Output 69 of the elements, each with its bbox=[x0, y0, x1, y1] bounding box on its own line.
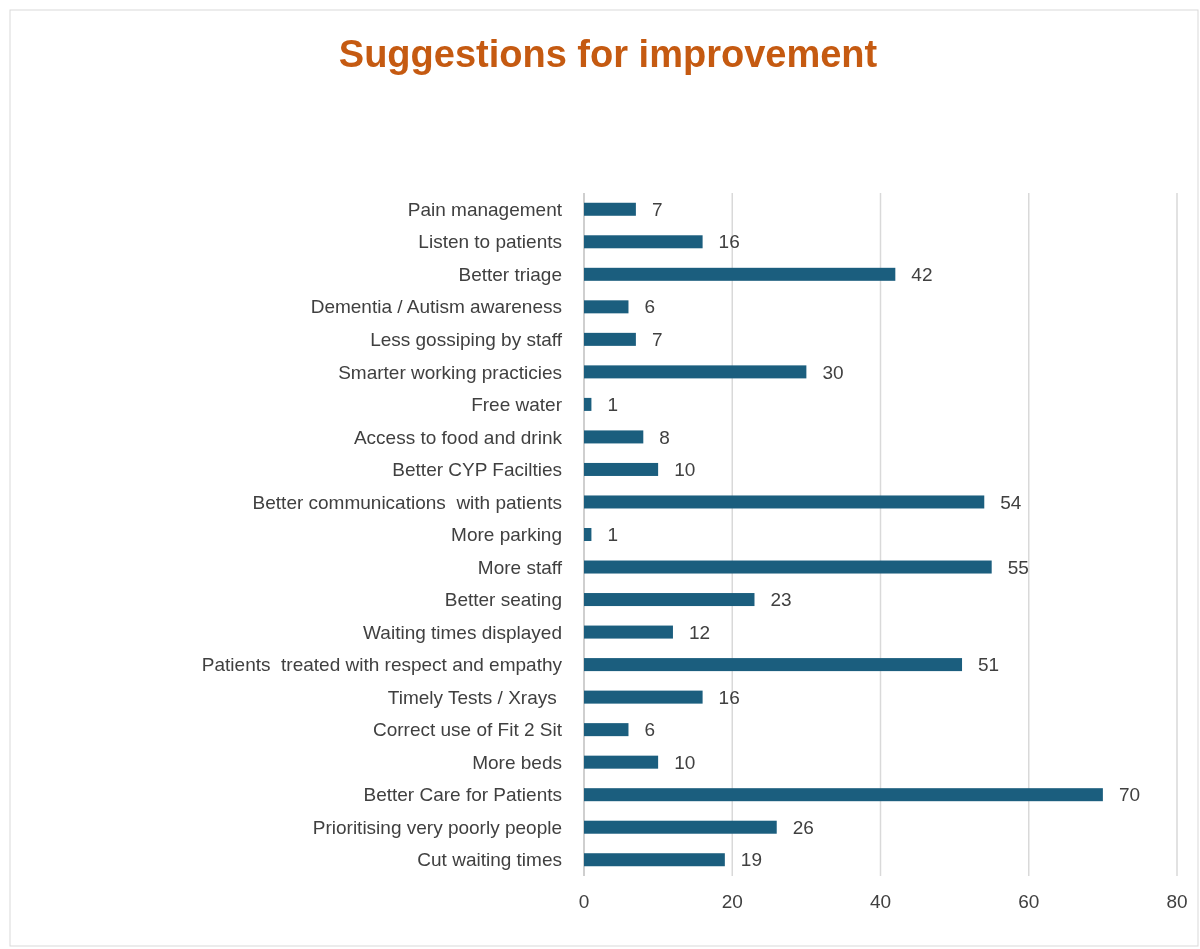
data-label: 10 bbox=[674, 459, 696, 481]
bar bbox=[584, 528, 592, 541]
y-tick-label: Better CYP Facilties bbox=[392, 459, 562, 481]
data-label: 23 bbox=[770, 589, 792, 611]
data-label: 1 bbox=[607, 524, 618, 546]
y-tick-label: Access to food and drink bbox=[353, 426, 563, 448]
y-tick-label: Free water bbox=[471, 394, 563, 416]
x-tick-label: 0 bbox=[578, 891, 590, 912]
data-label: 6 bbox=[644, 719, 656, 741]
data-label: 51 bbox=[978, 654, 1000, 676]
y-tick-label: Better Care for Patients bbox=[363, 784, 562, 806]
bar bbox=[584, 332, 636, 346]
bar bbox=[584, 853, 725, 867]
y-tick-label: Cut waiting times bbox=[417, 849, 562, 871]
y-tick-label: Better seating bbox=[444, 589, 562, 611]
bar bbox=[584, 202, 636, 216]
data-label: 1 bbox=[607, 394, 618, 416]
data-label: 54 bbox=[1000, 491, 1022, 513]
x-tick-label: 40 bbox=[869, 891, 892, 912]
data-label: 6 bbox=[644, 296, 656, 318]
data-label: 16 bbox=[718, 231, 740, 253]
data-label: 16 bbox=[718, 686, 740, 708]
data-label: 26 bbox=[792, 816, 814, 838]
x-tick-label: 20 bbox=[721, 891, 743, 912]
data-label: 19 bbox=[740, 849, 762, 871]
y-tick-label: Patients treated with respect and empathy bbox=[201, 654, 563, 676]
bar bbox=[584, 365, 807, 379]
y-tick-label: Waiting times displayed bbox=[363, 621, 562, 643]
bar bbox=[584, 495, 985, 509]
bar bbox=[584, 625, 673, 639]
data-label: 7 bbox=[651, 198, 663, 220]
y-tick-label: Better triage bbox=[458, 263, 562, 285]
y-tick-label: More parking bbox=[451, 524, 562, 546]
data-label: 7 bbox=[651, 329, 663, 351]
bar bbox=[584, 300, 629, 314]
y-tick-label: Correct use of Fit 2 Sit bbox=[372, 719, 563, 741]
y-tick-label: Less gossiping by staff bbox=[370, 329, 563, 351]
bar bbox=[584, 755, 659, 769]
data-label: 42 bbox=[911, 263, 933, 285]
bar bbox=[584, 397, 592, 411]
bar bbox=[584, 593, 755, 607]
bar bbox=[584, 235, 703, 249]
y-tick-label: More beds bbox=[472, 751, 562, 773]
data-label: 55 bbox=[1007, 556, 1029, 578]
y-tick-label: Prioritising very poorly people bbox=[312, 816, 562, 838]
data-label: 70 bbox=[1118, 784, 1141, 806]
y-tick-label: Listen to patients bbox=[418, 231, 562, 253]
data-label: 8 bbox=[659, 426, 670, 448]
bar bbox=[584, 820, 777, 834]
chart-title: Suggestions for improvement bbox=[338, 33, 878, 75]
x-tick-label: 60 bbox=[1018, 891, 1040, 912]
x-tick-label: 80 bbox=[1166, 891, 1188, 912]
bar bbox=[584, 267, 896, 281]
data-label: 10 bbox=[674, 751, 696, 773]
bar bbox=[584, 560, 992, 574]
y-tick-label: Pain management bbox=[407, 198, 563, 220]
bar bbox=[584, 462, 659, 476]
bar bbox=[584, 723, 629, 737]
y-tick-label: Timely Tests / Xrays bbox=[387, 686, 562, 708]
y-tick-label: Smarter working practicies bbox=[338, 361, 562, 383]
y-tick-label: More staff bbox=[477, 556, 563, 578]
bar bbox=[584, 430, 644, 444]
bar bbox=[584, 658, 963, 672]
bar bbox=[584, 788, 1103, 802]
data-label: 30 bbox=[822, 361, 844, 383]
y-tick-label: Dementia / Autism awareness bbox=[310, 296, 562, 318]
bar bbox=[584, 690, 703, 704]
data-label: 12 bbox=[688, 621, 711, 643]
y-tick-label: Better communications with patients bbox=[252, 491, 562, 513]
